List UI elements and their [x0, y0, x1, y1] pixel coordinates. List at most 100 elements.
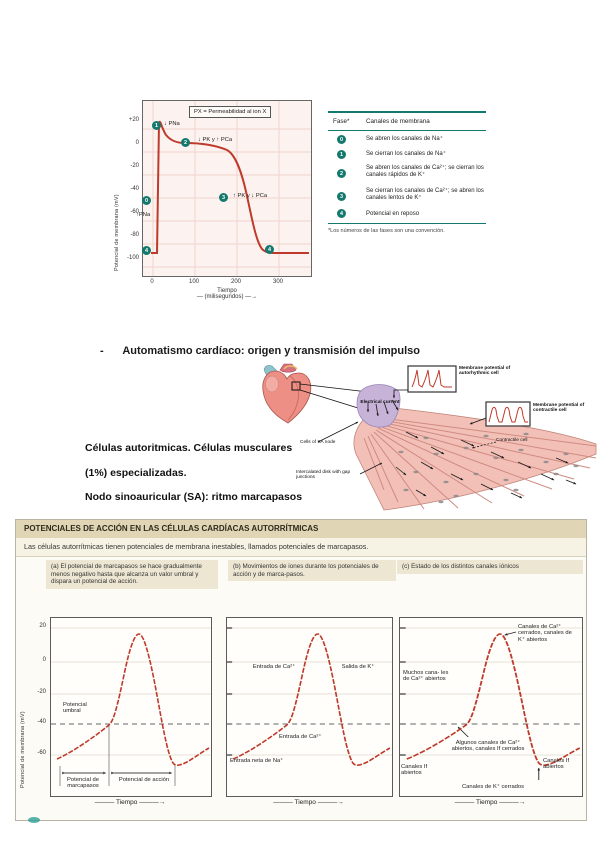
k-exit-label: Salida de K⁺: [341, 664, 375, 670]
table-row-num: 0: [337, 135, 346, 144]
section-heading: - Automatismo cardíaco: origen y transmi…: [100, 345, 530, 357]
table-footnote: *Los números de las fases son una conven…: [328, 228, 445, 234]
heart-illustration: [262, 363, 369, 424]
table-top-rule: [328, 111, 486, 113]
axis-dash: ———: [454, 799, 475, 806]
axis-dash-arrow: ———→: [499, 799, 526, 806]
teal-mark: [28, 817, 40, 823]
contractile-trace-label: Membrane potential of contractile cell: [533, 403, 585, 414]
phase0-annotation: ↑PNa: [136, 212, 151, 218]
contractile-trace-box: [469, 401, 531, 427]
panel-c-curve-svg: [400, 627, 582, 780]
heading-bullet: -: [100, 345, 104, 357]
phase3-annotation: ↑ PK y ↓ PCa: [233, 193, 268, 199]
panel-a-curve-svg: [51, 627, 211, 786]
panel-a-plot: Potencial umbral Potencial de marcapasos…: [50, 617, 212, 797]
intercalated-leader: [359, 462, 383, 475]
notes-line-3: Nodo sinoauricular (SA): ritmo marcapaso…: [85, 491, 303, 503]
na-entry-label: Entrada neta de Na⁺: [230, 758, 284, 764]
notes-line1-rest: Células musculares: [193, 442, 293, 454]
ca-closed-k-open-label: Canales de Ca²⁺ cerrados, canales de K⁺ …: [518, 624, 572, 643]
table-row-text: Se abren los canales de Ca²⁺; se cierran…: [366, 165, 484, 178]
peak-arrow: [504, 631, 517, 636]
ap-ytick: -80: [130, 232, 139, 238]
axis-dash-arrow: ———→: [317, 799, 344, 806]
phase-0-badge: 0: [142, 196, 151, 205]
threshold-label: Potencial umbral: [63, 702, 87, 715]
panel-a-description: (a) El potencial de marcapasos se hace g…: [46, 560, 218, 590]
panel-b-description: (b) Movimientos de iones durante los pot…: [228, 560, 396, 582]
ap-xtick: 0: [150, 279, 154, 285]
ap-ytick: -60: [130, 209, 139, 215]
ap-ytick: +20: [128, 117, 139, 123]
table-row-num: 4: [337, 209, 346, 218]
table-row-text: Se cierran los canales de Na⁺: [366, 151, 446, 157]
table-row-num: 3: [337, 192, 346, 201]
ap-plot-area: PX = Permeabilidad al ion X 1 2 0 3 4 4 …: [136, 100, 312, 277]
ap-ytick: -100: [126, 255, 139, 261]
ap-curve-svg: [143, 101, 311, 276]
autorhythmic-trace-label: Membrane potential of autorhythmic cell: [459, 366, 511, 377]
if-open-left-label: Canales If abiertos: [401, 764, 428, 777]
table-row-num: 2: [337, 169, 346, 178]
cells-of-sa-node-label: Cells of SA node: [300, 440, 336, 445]
ca-entry-top-label: Entrada de Ca²⁺: [252, 664, 296, 670]
table-bottom-rule: [328, 223, 486, 224]
ap-xlabel-tiempo: Tiempo: [217, 288, 237, 294]
panel-a-ytick: -40: [37, 719, 46, 725]
axis-dash: ———: [94, 799, 115, 806]
some-ca-open-label: Algunos canales de Ca²⁺ abiertos, canale…: [451, 740, 525, 753]
panel-a-ylabel: Potencial de membrana (mV): [20, 711, 26, 788]
k-closed-label: Canales de K⁺ cerrados: [462, 784, 525, 790]
permeability-note: PX = Permeabilidad al ion X: [189, 106, 272, 118]
ca-entry-mid-label: Entrada de Ca²⁺: [279, 734, 322, 740]
panel-a-ytick: -60: [37, 750, 46, 756]
heading-text: Automatismo cardíaco: origen y transmisi…: [122, 345, 420, 357]
panel-c-xaxis: ——— Tiempo ———→: [399, 799, 581, 806]
autorhythmic-trace-box: [392, 365, 457, 399]
figure-title: POTENCIALES DE ACCIÓN EN LAS CÉLULAS CAR…: [16, 520, 586, 538]
figure-subtitle: Las células autorrítmicas tienen potenci…: [16, 538, 586, 557]
axis-dash: ———: [273, 799, 293, 806]
phase2-annotation: ↓ PK y ↑ PCa: [198, 137, 233, 143]
phase-1-badge: 1: [152, 121, 161, 130]
panel-a-xlabel: Tiempo: [115, 799, 138, 806]
contractile-leader: [471, 441, 497, 449]
axis-arrow-left: —: [196, 294, 203, 300]
notes-line-1: Células autoritmicas. Células musculares: [85, 442, 292, 454]
panel-b-curve-svg: [227, 627, 392, 767]
table-header-canales: Canales de membrana: [366, 118, 430, 125]
phase-4-badge: 4: [265, 245, 274, 254]
ap-xlabel-units: (milisegundos): [204, 294, 244, 300]
pacemaker-curve: [56, 633, 210, 767]
current-flow-arrows: [395, 431, 577, 499]
phase-2-badge: 2: [181, 138, 190, 147]
table-row-num: 1: [337, 150, 346, 159]
ap-xtick: 200: [230, 279, 241, 285]
ap-curve: [151, 120, 309, 254]
intercalated-disk-label: Intercalated disk with gap junctions: [296, 470, 351, 481]
phase1-annotation: ↓ PNa: [164, 121, 180, 127]
ap-ytick: -40: [130, 186, 139, 192]
ap-ytick: 0: [135, 140, 139, 146]
ap-ytick: -20: [130, 163, 139, 169]
panel-c-plot: Canales de Ca²⁺ cerrados, canales de K⁺ …: [399, 617, 583, 797]
panel-a-ytick: -20: [37, 689, 46, 695]
sa-node-illustration: [262, 363, 597, 511]
pacemaker-figure: POTENCIALES DE ACCIÓN EN LAS CÉLULAS CAR…: [15, 519, 587, 821]
pacemaker-curve: [406, 633, 581, 767]
sa-node-region: [356, 384, 401, 428]
some-channels-arrow: [457, 726, 469, 738]
panel-a-ytick: 0: [42, 657, 46, 663]
span-accion-label: Potencial de acción: [118, 777, 170, 783]
table-row-text: Potencial en reposo: [366, 211, 420, 217]
panel-b-xaxis: ——— Tiempo ———→: [226, 799, 391, 806]
ap-xtick: 300: [272, 279, 283, 285]
table-row-text: Se cierran los canales de Ca²⁺; se abren…: [366, 188, 484, 201]
panel-b-xlabel: Tiempo: [294, 799, 316, 806]
table-row-text: Se abren los canales de Na⁺: [366, 136, 443, 142]
axis-dash-arrow: ———→: [139, 799, 166, 806]
contractile-ap-graph: Potencial de membrana (mV) +20 0 -20 -40…: [112, 93, 322, 311]
phase-3-badge: 3: [219, 193, 228, 202]
many-ca-open-label: Muchos cana- les de Ca²⁺ abiertos: [403, 670, 449, 683]
